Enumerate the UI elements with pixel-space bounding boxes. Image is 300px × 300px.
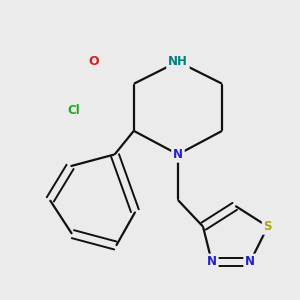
Text: S: S (263, 220, 272, 233)
Text: N: N (173, 148, 183, 161)
Text: Cl: Cl (67, 104, 80, 117)
Text: N: N (207, 255, 217, 268)
Text: O: O (89, 55, 99, 68)
Text: NH: NH (168, 55, 188, 68)
Text: N: N (245, 255, 255, 268)
